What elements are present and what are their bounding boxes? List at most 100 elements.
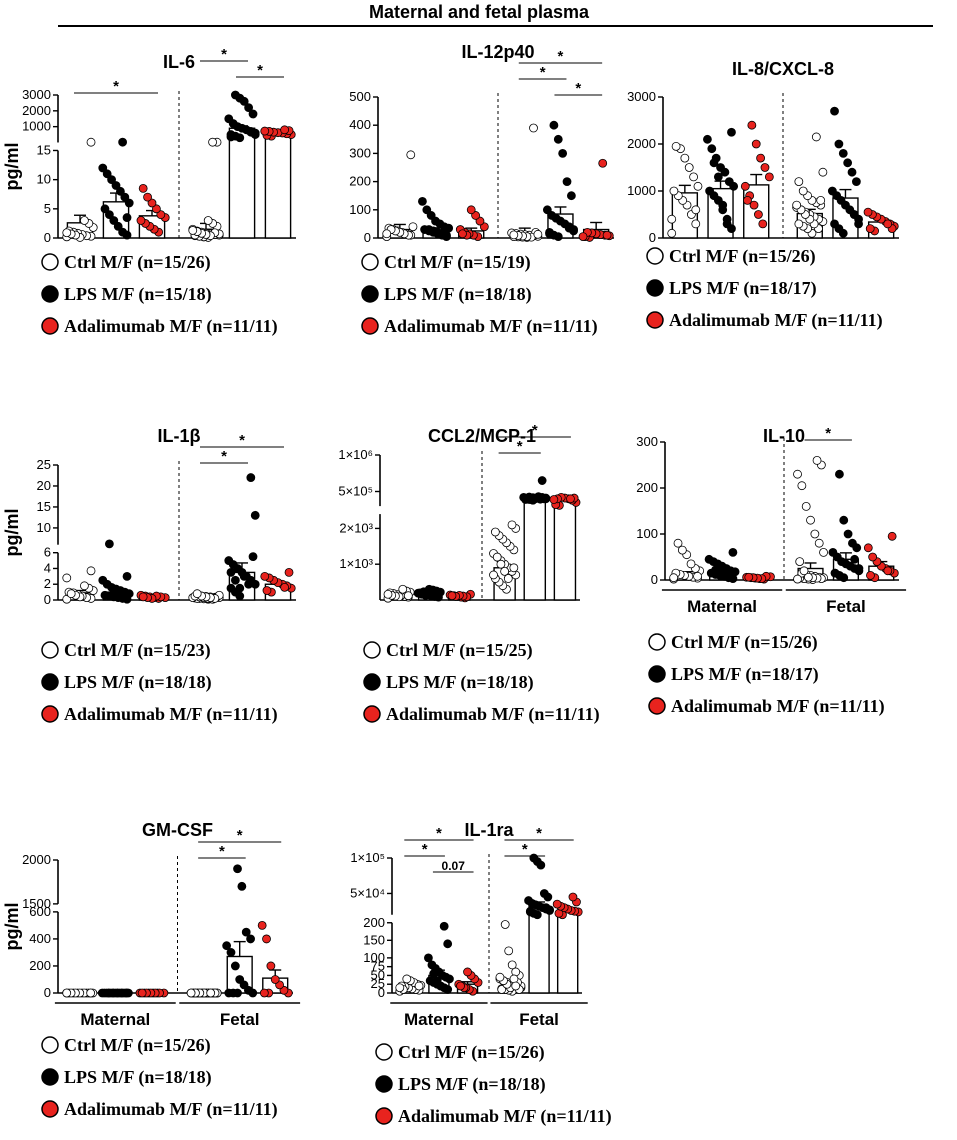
legend-lps-marker (41, 285, 59, 303)
significance-label: * (558, 48, 564, 65)
data-point (138, 592, 148, 602)
y-tick-label: 25 (37, 457, 51, 472)
data-point (463, 967, 472, 977)
legend-lps-label: LPS M/F (n=18/17) (671, 664, 819, 685)
data-point (143, 192, 152, 202)
legend-adalimumab-label: Adalimumab M/F (n=11/11) (384, 316, 598, 337)
group-label-maternal: Maternal (687, 597, 757, 616)
significance-label: * (239, 432, 245, 449)
data-point (797, 481, 807, 491)
data-point (718, 200, 728, 210)
data-point (233, 864, 242, 874)
data-point (868, 552, 878, 562)
data-point (794, 219, 804, 229)
group-label-maternal: Maternal (404, 1010, 474, 1029)
y-tick-label: 0 (364, 230, 371, 245)
data-point (511, 981, 521, 991)
data-point (246, 934, 255, 944)
y-tick-label: 1×10⁵ (350, 850, 385, 865)
data-point (838, 148, 848, 158)
data-point (854, 564, 864, 573)
data-point (722, 219, 732, 229)
data-point (186, 988, 196, 998)
data-point (539, 889, 549, 898)
data-point (744, 572, 754, 582)
significance-label: * (825, 425, 831, 442)
data-point (677, 545, 687, 555)
legend-adalimumab-marker (375, 1107, 393, 1125)
data-point (564, 223, 574, 233)
data-point (578, 232, 588, 241)
mean-bar (523, 498, 547, 601)
significance-label: * (219, 843, 225, 860)
mean-bar (553, 498, 577, 601)
data-point (887, 531, 897, 541)
data-point (244, 103, 254, 113)
data-point (795, 557, 805, 566)
legend-lps-marker (648, 665, 666, 683)
data-point (814, 538, 824, 548)
data-point (246, 473, 256, 482)
data-point (395, 983, 405, 993)
y-tick-label: 1×10⁶ (338, 447, 373, 462)
data-point (137, 988, 147, 998)
significance-label: * (257, 62, 263, 79)
data-point (566, 494, 575, 504)
data-point (691, 205, 701, 215)
data-point (118, 137, 128, 147)
data-point (558, 148, 568, 158)
y-tick-label: 2 (44, 576, 51, 591)
data-point (107, 175, 116, 185)
data-point (552, 899, 562, 909)
legend-adalimumab-marker (648, 697, 666, 715)
data-point (109, 216, 119, 225)
data-point (713, 172, 723, 182)
y-tick-label: 5×10⁴ (350, 885, 385, 900)
legend-ctrl-marker (41, 253, 59, 271)
data-point (104, 988, 114, 998)
data-point (843, 158, 853, 168)
group-label-fetal: Fetal (519, 1010, 559, 1029)
legend-lps-marker (41, 1068, 59, 1086)
data-point (524, 896, 533, 905)
data-point (541, 903, 551, 913)
legend-adalimumab-label: Adalimumab M/F (n=11/11) (398, 1106, 612, 1127)
data-point (427, 960, 437, 970)
y-tick-label: 100 (363, 950, 385, 965)
y-tick-label: 75 (371, 959, 385, 974)
data-point (222, 941, 232, 951)
significance-label: * (522, 841, 528, 858)
mean-bar (228, 127, 256, 239)
data-point (839, 515, 849, 525)
data-point (843, 529, 853, 539)
significance-label: * (422, 841, 428, 858)
legend-ctrl-marker (363, 641, 381, 659)
data-point (562, 177, 572, 187)
data-point (549, 495, 559, 504)
mean-bar (556, 909, 579, 994)
y-tick-label: 0 (649, 230, 656, 245)
data-point (224, 556, 234, 565)
significance-label: * (221, 46, 227, 63)
data-point (262, 586, 272, 595)
y-tick-label: 500 (349, 89, 371, 104)
legend-adalimumab-marker (646, 311, 664, 329)
legend-ctrl-label: Ctrl M/F (n=15/19) (384, 252, 531, 273)
data-point (402, 974, 412, 984)
data-point (866, 571, 875, 580)
data-point (100, 204, 110, 214)
y-tick-label: 10 (37, 172, 51, 187)
data-point (863, 207, 873, 217)
data-point (208, 137, 218, 147)
data-point (136, 216, 146, 225)
data-point (801, 501, 811, 511)
data-point (230, 961, 240, 971)
data-point (500, 566, 510, 576)
data-point (419, 587, 429, 597)
y-tick-label: 0 (44, 592, 51, 607)
legend-lps-marker (375, 1075, 393, 1093)
data-point (810, 529, 820, 539)
significance-label: 0.07 (442, 859, 466, 873)
y-tick-label: 3000 (22, 87, 51, 102)
